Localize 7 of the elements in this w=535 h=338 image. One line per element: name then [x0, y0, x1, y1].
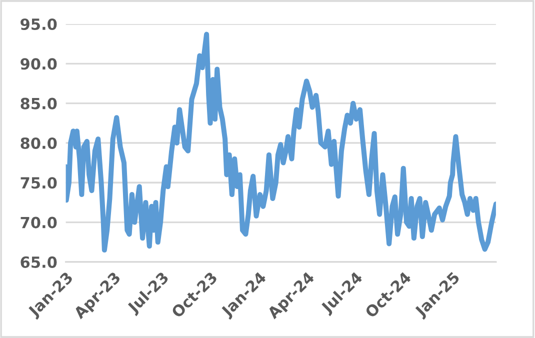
y-tick-label: 95.0 — [20, 18, 57, 30]
y-tick-label: 85.0 — [20, 98, 57, 110]
y-tick-label: 75.0 — [20, 177, 57, 189]
y-tick-label: 70.0 — [20, 216, 57, 228]
y-tick-label: 80.0 — [20, 137, 57, 149]
y-tick-label: 90.0 — [20, 58, 57, 70]
y-tick-label: 65.0 — [20, 256, 57, 268]
